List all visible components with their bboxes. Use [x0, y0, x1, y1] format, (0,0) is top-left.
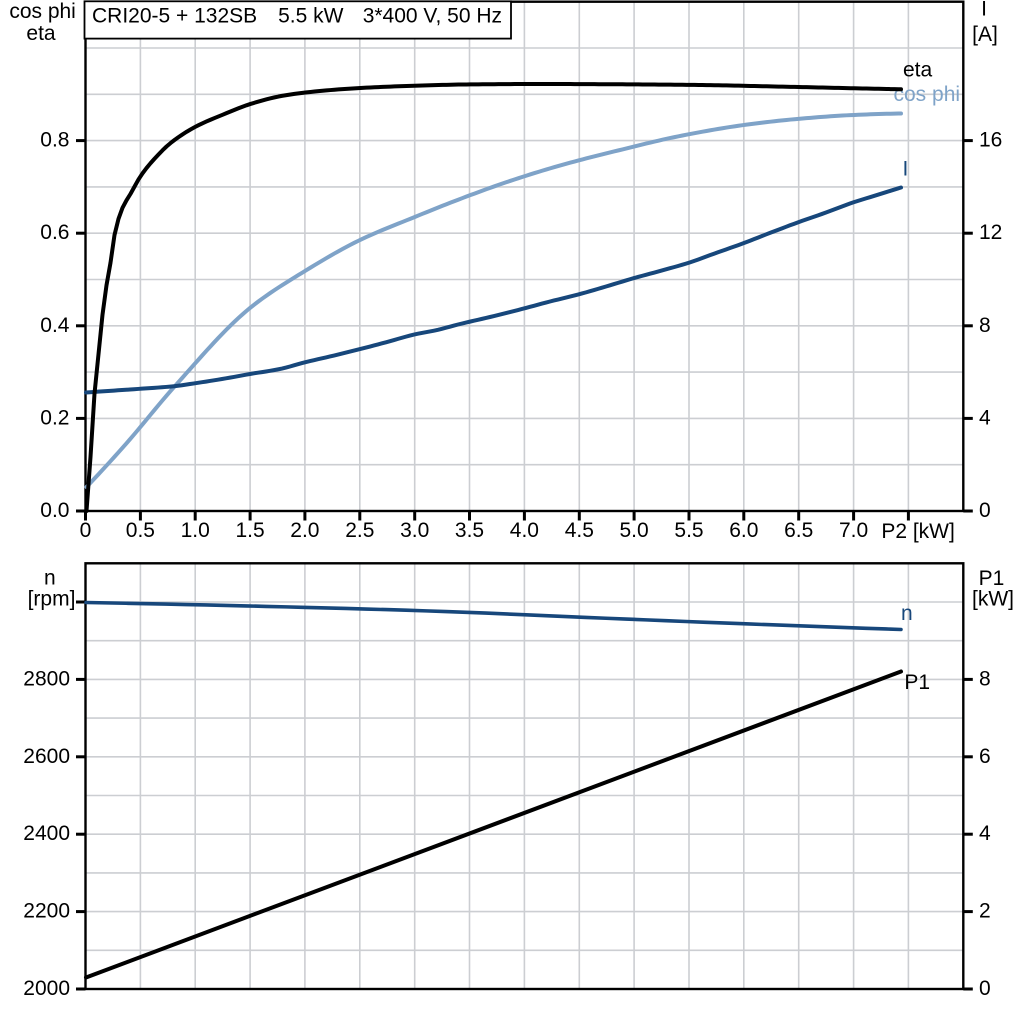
svg-text:2200: 2200	[23, 900, 70, 923]
svg-text:0: 0	[979, 499, 991, 522]
svg-text:3*400 V, 50 Hz: 3*400 V, 50 Hz	[363, 4, 502, 27]
svg-text:2.5: 2.5	[345, 519, 374, 542]
svg-text:0.5: 0.5	[126, 519, 155, 542]
svg-text:7.0: 7.0	[839, 519, 868, 542]
svg-text:[A]: [A]	[972, 23, 998, 46]
svg-text:P1: P1	[904, 671, 930, 694]
svg-text:cos phi: cos phi	[894, 83, 961, 106]
svg-text:2600: 2600	[23, 745, 70, 768]
svg-text:n: n	[901, 602, 913, 625]
svg-text:2.0: 2.0	[290, 519, 319, 542]
svg-text:eta: eta	[26, 22, 56, 45]
svg-text:I: I	[903, 158, 909, 181]
svg-text:2800: 2800	[23, 667, 70, 690]
svg-text:0: 0	[979, 977, 991, 1000]
svg-text:4: 4	[979, 406, 991, 429]
svg-text:eta: eta	[903, 59, 933, 82]
svg-text:1.5: 1.5	[235, 519, 264, 542]
svg-text:0: 0	[80, 519, 92, 542]
svg-text:8: 8	[979, 314, 991, 337]
svg-text:0.6: 0.6	[40, 221, 69, 244]
svg-text:16: 16	[979, 129, 1002, 152]
svg-text:2000: 2000	[23, 977, 70, 1000]
svg-text:1.0: 1.0	[181, 519, 210, 542]
svg-text:0.4: 0.4	[40, 314, 70, 337]
svg-text:5.5 kW: 5.5 kW	[278, 4, 344, 27]
svg-text:4.0: 4.0	[510, 519, 539, 542]
svg-text:12: 12	[979, 221, 1002, 244]
svg-text:8: 8	[979, 667, 991, 690]
svg-text:I: I	[981, 0, 987, 21]
svg-text:6.0: 6.0	[729, 519, 758, 542]
svg-text:5.5: 5.5	[674, 519, 703, 542]
svg-text:4.5: 4.5	[565, 519, 594, 542]
svg-text:[kW]: [kW]	[972, 588, 1014, 611]
svg-text:P2 [kW]: P2 [kW]	[881, 520, 955, 543]
svg-text:[rpm]: [rpm]	[28, 588, 76, 611]
svg-text:6: 6	[979, 745, 991, 768]
svg-text:CRI20-5 + 132SB: CRI20-5 + 132SB	[92, 4, 257, 27]
svg-text:cos phi: cos phi	[9, 0, 76, 23]
svg-text:n: n	[44, 566, 56, 589]
svg-text:0.2: 0.2	[40, 406, 69, 429]
svg-text:4: 4	[979, 822, 991, 845]
svg-text:6.5: 6.5	[784, 519, 813, 542]
svg-text:5.0: 5.0	[619, 519, 648, 542]
svg-text:2400: 2400	[23, 822, 70, 845]
svg-text:3.5: 3.5	[455, 519, 484, 542]
svg-text:2: 2	[979, 900, 991, 923]
svg-text:0.0: 0.0	[40, 499, 69, 522]
svg-text:3.0: 3.0	[400, 519, 429, 542]
svg-text:P1: P1	[979, 567, 1005, 590]
svg-text:0.8: 0.8	[40, 129, 69, 152]
